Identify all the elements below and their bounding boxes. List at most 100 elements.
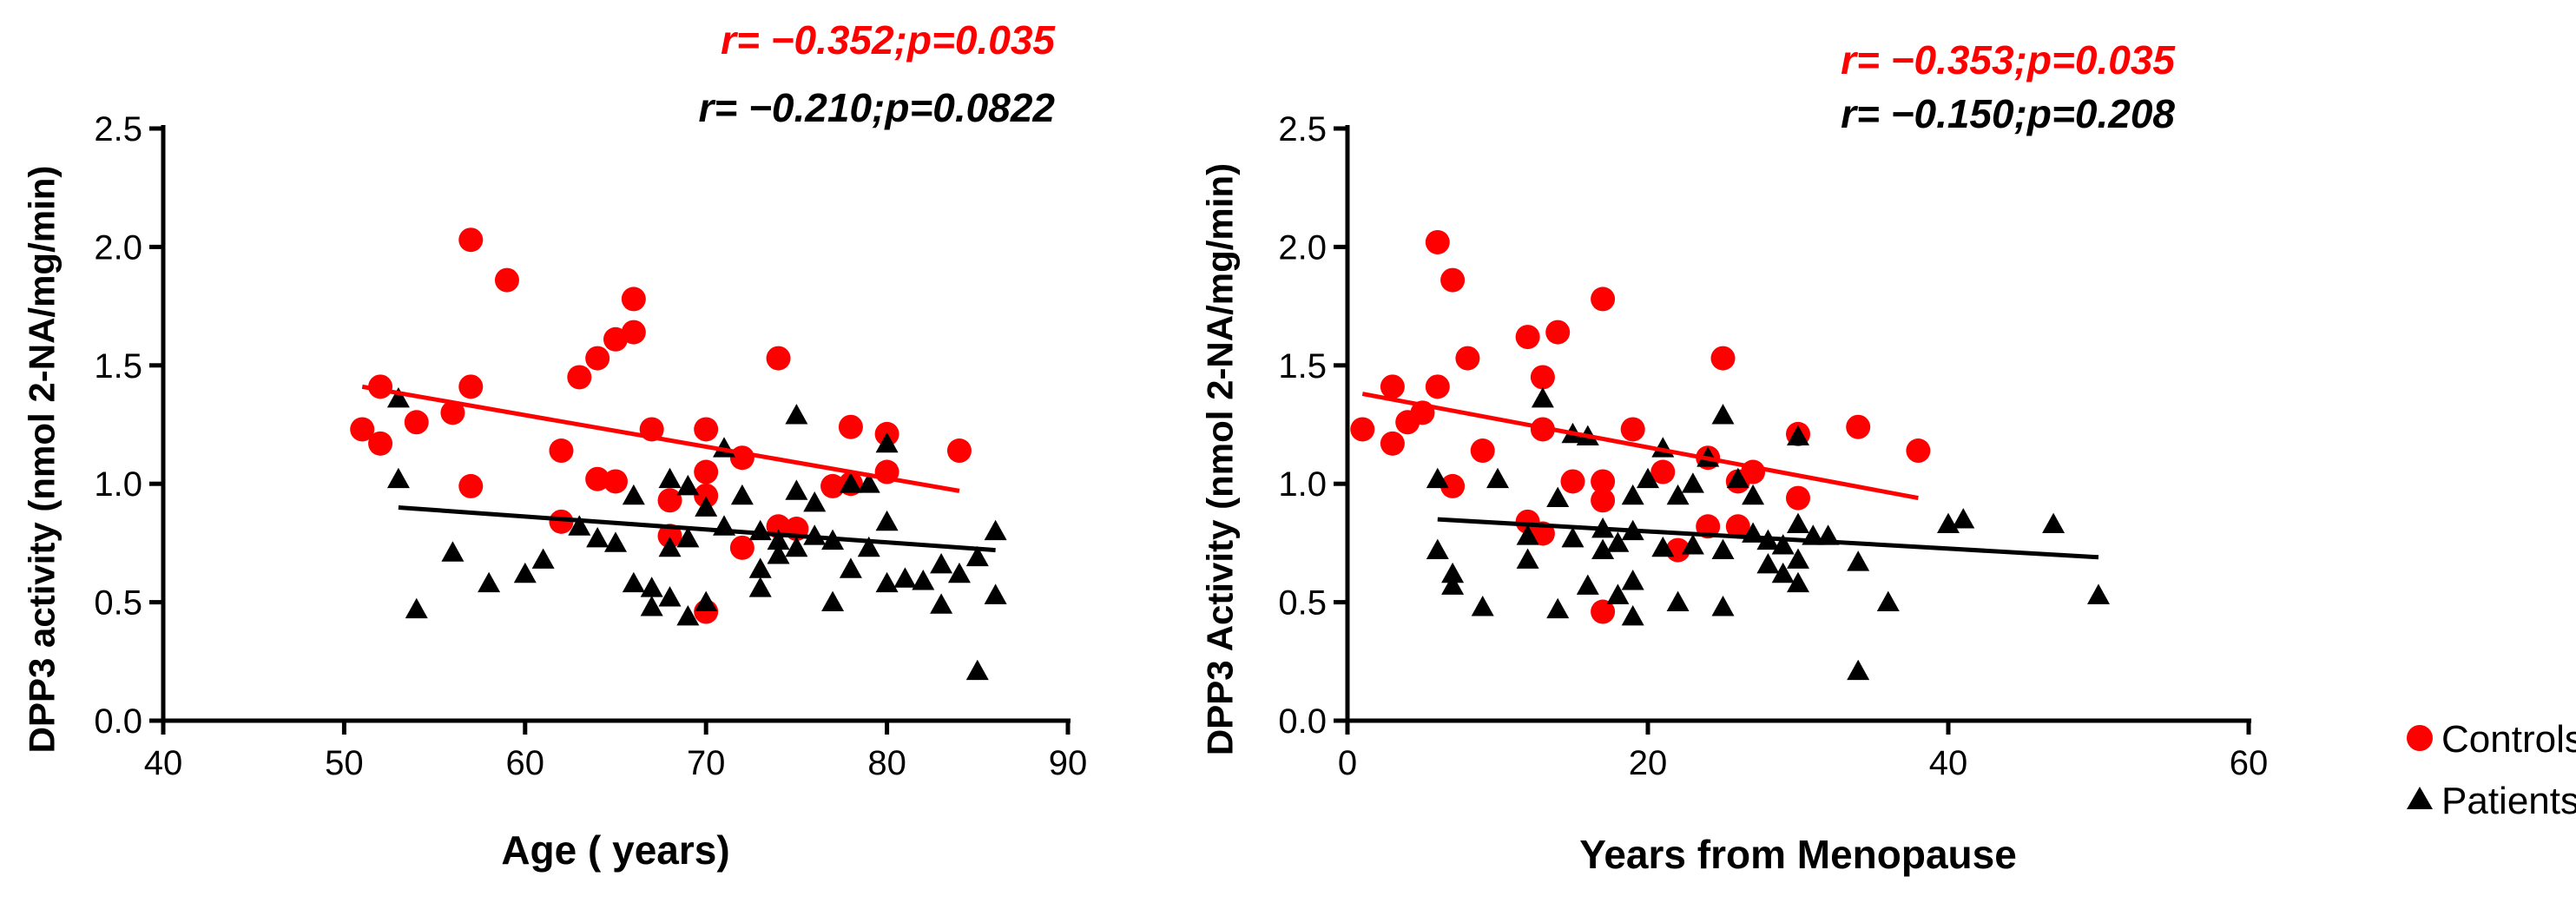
y-tick-label: 2.0 [94, 228, 142, 267]
data-point-controls [549, 509, 574, 534]
data-point-patients [984, 519, 1007, 541]
fit-line-controls [1361, 392, 1919, 501]
data-point-patients [676, 604, 700, 626]
data-point-controls [440, 400, 465, 425]
data-point-patients [568, 515, 591, 536]
legend-patients-label: Patients [2441, 780, 2576, 822]
data-point-patients [405, 597, 428, 619]
y-axis-label: DPP3 Activity (nmol 2-NA/mg/min) [1200, 163, 1241, 755]
x-tick-label: 40 [1929, 744, 1968, 782]
fit-lines [1361, 392, 2099, 560]
data-point-patients [1606, 583, 1630, 604]
data-point-patients [748, 557, 772, 578]
data-point-controls [1545, 320, 1571, 345]
data-point-patients [857, 472, 880, 493]
x-tick-label: 40 [144, 744, 183, 782]
data-point-controls [1846, 414, 1871, 439]
data-point-patients [478, 571, 501, 593]
data-point-controls [549, 438, 574, 464]
data-point-controls [1591, 287, 1616, 312]
data-point-controls [621, 320, 646, 345]
data-point-controls [1530, 365, 1555, 390]
data-point-patients [695, 496, 718, 517]
data-point-patients [1561, 526, 1584, 548]
data-point-patients [1742, 484, 1765, 505]
data-point-patients [1531, 386, 1554, 408]
fit-line-patients [1437, 517, 2099, 560]
data-point-controls [820, 473, 846, 498]
data-point-controls [1515, 325, 1540, 350]
fit-lines [361, 384, 996, 553]
legend-controls-marker [2407, 725, 2433, 751]
data-point-controls [1425, 229, 1450, 254]
data-point-controls [1380, 374, 1405, 399]
data-point-patients [640, 596, 663, 616]
y-tick-label: 0.0 [1278, 702, 1327, 741]
data-point-patients [1426, 538, 1449, 559]
data-point-patients [947, 562, 971, 583]
data-point-patients [839, 472, 862, 493]
y-tick-label: 0.5 [1278, 584, 1327, 623]
data-point-controls [1650, 459, 1676, 484]
ticks: 0.0 0.5 1.0 1.5 2.0 2.5 40 50 60 70 80 90 [94, 110, 1087, 782]
data-point-patients [640, 577, 663, 597]
data-point-patients [1441, 574, 1465, 595]
data-point-patients [930, 552, 953, 574]
data-point-controls [458, 473, 484, 498]
data-point-controls [368, 431, 393, 456]
data-point-controls [458, 374, 484, 399]
data-point-patients [1516, 524, 1539, 545]
data-point-controls [1560, 469, 1585, 494]
data-point-controls [694, 459, 719, 484]
data-point-controls [585, 466, 610, 491]
data-point-controls [729, 445, 754, 471]
data-point-patients [531, 548, 555, 569]
data-point-patients [1771, 534, 1795, 555]
y-tick-label: 1.5 [94, 347, 142, 386]
data-point-patients [1711, 404, 1735, 425]
data-point-patients [386, 467, 410, 489]
data-point-patients [821, 590, 845, 611]
data-point-patients [1847, 550, 1870, 571]
axes [161, 125, 1071, 723]
data-point-patients [1726, 467, 1749, 489]
data-point-controls [1380, 431, 1405, 456]
data-point-patients [785, 479, 808, 500]
data-point-patients [1876, 590, 1900, 611]
data-point-patients [2042, 512, 2065, 533]
data-point-patients [441, 541, 464, 562]
data-point-patients [1471, 596, 1494, 616]
data-point-controls [1591, 469, 1616, 494]
annotation-controls-correlation: r= −0.353;p=0.035 [1841, 37, 2176, 82]
data-point-controls [567, 365, 592, 390]
data-point-controls [458, 227, 484, 253]
y-tick-label: 1.5 [1278, 347, 1327, 386]
data-point-patients [893, 567, 917, 588]
data-point-controls [494, 267, 519, 293]
data-point-controls [657, 524, 682, 549]
data-point-patients [1771, 562, 1795, 583]
data-point-patients [386, 386, 410, 408]
data-point-controls [694, 417, 719, 442]
data-point-patients [984, 583, 1007, 604]
marks [350, 227, 1007, 681]
data-point-controls [1440, 473, 1466, 498]
data-point-patients [1681, 472, 1704, 493]
legend-patients-marker [2407, 787, 2433, 809]
data-point-patients [748, 577, 772, 597]
data-point-controls [694, 483, 719, 508]
x-axis-label: Age ( years) [501, 827, 729, 873]
data-point-patients [803, 524, 827, 545]
chart-age-scatter: 0.0 0.5 1.0 1.5 2.0 2.5 40 50 60 70 80 90 Age ( yea… [22, 17, 1088, 873]
data-point-patients [1756, 552, 1780, 574]
data-point-controls [1470, 438, 1495, 464]
data-point-patients [930, 593, 953, 614]
data-point-controls [621, 287, 646, 312]
x-tick-label: 50 [325, 744, 364, 782]
data-point-controls [350, 417, 375, 442]
data-point-controls [1786, 485, 1810, 511]
y-tick-label: 0.5 [94, 584, 142, 623]
data-point-patients [1847, 659, 1870, 681]
data-point-patients [676, 526, 700, 548]
